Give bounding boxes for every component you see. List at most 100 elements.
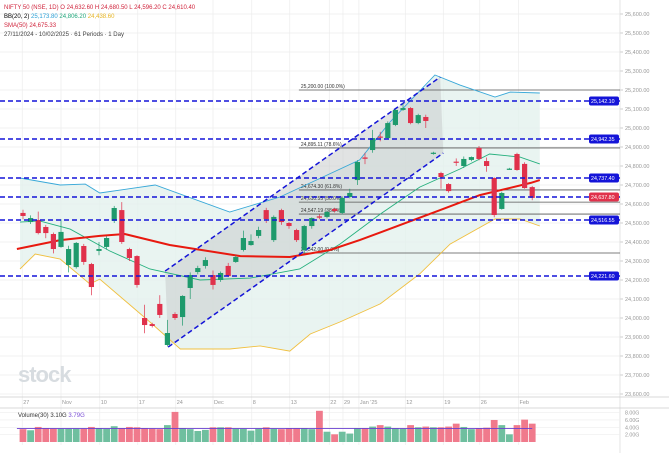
candle[interactable]: [347, 192, 353, 197]
volume-bar: [156, 429, 164, 442]
y-tick-label: 23,900.00: [625, 335, 649, 341]
x-tick-label: 27: [23, 400, 29, 406]
ohlc-legend: NIFTY 50 (NSE, 1D) O 24,632.60 H 24,680.…: [4, 5, 196, 11]
candle[interactable]: [187, 275, 193, 288]
candle[interactable]: [362, 157, 368, 159]
candle[interactable]: [195, 268, 201, 273]
candle[interactable]: [28, 218, 34, 223]
candle[interactable]: [438, 173, 444, 178]
candle[interactable]: [278, 210, 284, 223]
candle[interactable]: [499, 192, 505, 209]
candle[interactable]: [225, 265, 231, 277]
channel-upper-line[interactable]: [164, 76, 441, 272]
candle[interactable]: [385, 123, 391, 139]
candle[interactable]: [408, 108, 414, 124]
candle[interactable]: [301, 226, 307, 250]
candle[interactable]: [522, 163, 528, 189]
candle[interactable]: [286, 223, 292, 227]
channel-lower-line[interactable]: [167, 152, 444, 348]
candle[interactable]: [309, 218, 315, 227]
candle[interactable]: [111, 207, 117, 221]
volume-label: Volume(30): [18, 413, 49, 419]
candle[interactable]: [256, 230, 262, 236]
volume-bar: [110, 426, 118, 442]
candle[interactable]: [263, 210, 269, 220]
candle[interactable]: [529, 187, 535, 198]
candle[interactable]: [415, 115, 421, 124]
volume-bar: [88, 426, 95, 442]
candle[interactable]: [35, 219, 41, 234]
candle[interactable]: [210, 275, 216, 285]
candle[interactable]: [20, 212, 26, 216]
candle[interactable]: [370, 138, 376, 151]
candle[interactable]: [354, 162, 360, 181]
candle[interactable]: [294, 230, 300, 241]
volume-bar: [460, 426, 468, 442]
candle[interactable]: [50, 234, 56, 250]
x-tick-label: 17: [139, 400, 145, 406]
candle[interactable]: [126, 249, 132, 258]
candle[interactable]: [81, 245, 87, 262]
candle[interactable]: [119, 210, 125, 242]
candle[interactable]: [461, 158, 467, 166]
volume-tick-label: 8.00G: [625, 411, 639, 417]
candle[interactable]: [149, 324, 155, 326]
x-tick-label: Nov: [62, 400, 72, 406]
candle[interactable]: [73, 242, 79, 268]
y-tick-label: 25,000.00: [625, 126, 649, 132]
volume-bar: [202, 429, 209, 442]
candle[interactable]: [514, 154, 520, 170]
candle[interactable]: [134, 256, 140, 285]
candle[interactable]: [400, 108, 406, 110]
price-tag-label: 24,737.40: [591, 176, 615, 182]
candle[interactable]: [491, 177, 497, 216]
candle[interactable]: [43, 226, 49, 234]
candle[interactable]: [468, 157, 474, 160]
candle[interactable]: [240, 238, 246, 250]
candle[interactable]: [233, 257, 239, 262]
volume-bar: [179, 428, 186, 442]
x-tick-label: Dec: [214, 400, 224, 406]
candle[interactable]: [172, 314, 178, 318]
volume-bar: [376, 425, 384, 442]
chart-legend: NIFTY 50 (NSE, 1D) O 24,632.60 H 24,680.…: [4, 4, 195, 40]
candle[interactable]: [423, 116, 429, 121]
channel-legend[interactable]: 27/11/2024 - 10/02/2025 · 61 Periods · 1…: [4, 32, 124, 38]
sma-legend[interactable]: SMA(50) 24,675.33: [4, 23, 57, 29]
candle[interactable]: [476, 147, 482, 159]
bollinger-legend[interactable]: BB(20, 2) 25,173.80 24,806.20 24,438.60: [4, 13, 195, 22]
candle[interactable]: [506, 168, 512, 170]
candle[interactable]: [180, 295, 186, 318]
candle[interactable]: [316, 216, 322, 218]
volume-bar: [498, 425, 506, 442]
candle[interactable]: [332, 208, 338, 212]
volume-tick-label: 4.00G: [625, 425, 639, 431]
candle[interactable]: [58, 231, 64, 247]
candle[interactable]: [248, 241, 254, 246]
candle[interactable]: [104, 238, 110, 247]
candle[interactable]: [202, 260, 208, 266]
candle[interactable]: [157, 303, 163, 315]
candle[interactable]: [392, 109, 398, 125]
candle[interactable]: [484, 161, 490, 166]
volume-tick-label: 2.00G: [625, 433, 639, 439]
candle[interactable]: [377, 136, 383, 138]
volume-bar: [255, 428, 262, 442]
candle[interactable]: [339, 197, 345, 213]
candle[interactable]: [453, 161, 459, 163]
candle[interactable]: [271, 216, 277, 241]
candle[interactable]: [164, 333, 170, 345]
volume-bar: [278, 429, 285, 442]
candle[interactable]: [324, 211, 330, 217]
bb-middle-value: 24,806.20: [59, 14, 87, 20]
y-tick-label: 24,400.00: [625, 240, 649, 246]
candle[interactable]: [446, 184, 452, 192]
volume-bar: [475, 428, 483, 442]
volume-legend[interactable]: Volume(30) 3.10G 3.79G: [18, 413, 85, 419]
candle[interactable]: [430, 152, 436, 154]
candle[interactable]: [66, 249, 72, 265]
volume-bar: [164, 425, 171, 442]
candle[interactable]: [96, 249, 102, 251]
candle[interactable]: [142, 318, 148, 326]
